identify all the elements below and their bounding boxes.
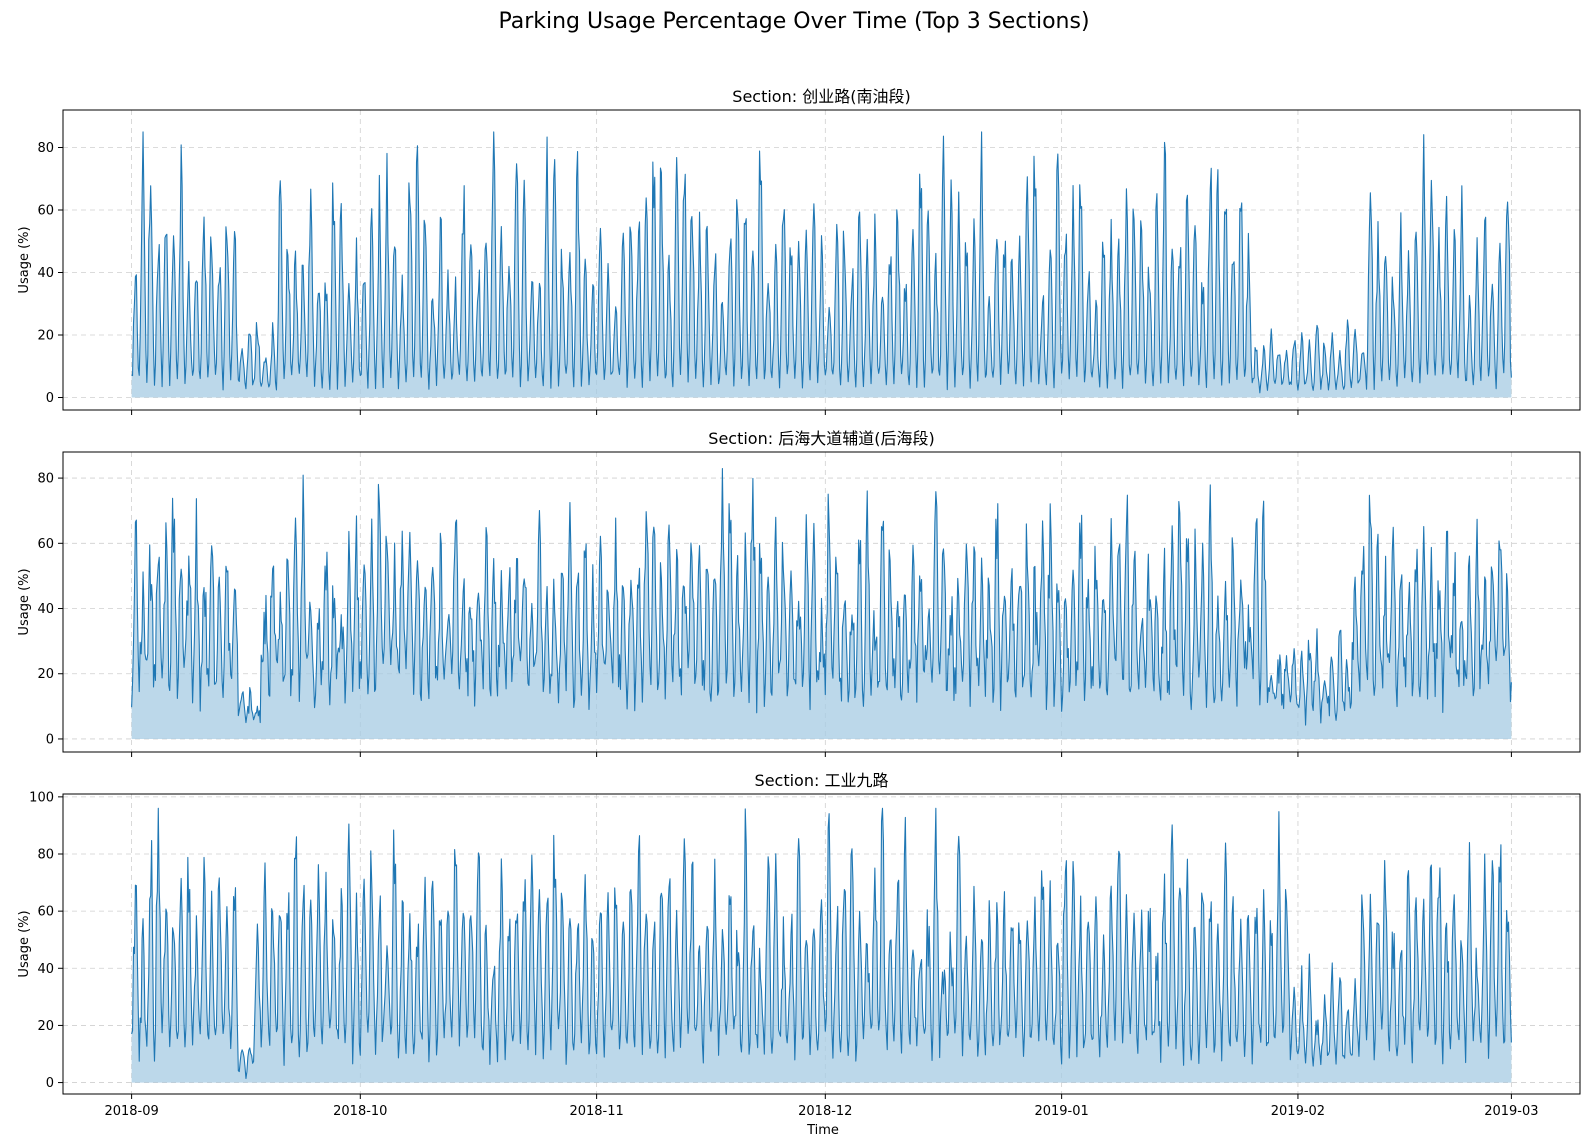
y-tick-label: 60	[37, 905, 54, 920]
y-axis-label: Usage (%)	[17, 226, 32, 293]
y-tick-label: 80	[37, 472, 54, 487]
y-tick-label: 80	[37, 141, 54, 156]
y-tick-label: 40	[37, 962, 54, 977]
figure-title: Parking Usage Percentage Over Time (Top …	[498, 9, 1089, 34]
axes-frame	[62, 451, 1581, 753]
y-tick-label: 20	[37, 1019, 54, 1034]
series-line	[131, 131, 1512, 394]
panel-title: Section: 后海大道辅道(后海段)	[708, 429, 934, 448]
x-axis-label: Time	[806, 1123, 839, 1138]
series-line	[131, 807, 1512, 1080]
series-area-fill	[131, 808, 1512, 1083]
y-axis-label: Usage (%)	[17, 910, 32, 977]
y-tick-label: 40	[37, 602, 54, 617]
y-tick-label: 60	[37, 204, 54, 219]
y-tick-label: 0	[46, 732, 54, 747]
y-tick-label: 40	[37, 266, 54, 281]
panel-1: Section: 创业路(南油段) 0 20 40 60 80 Usage (%)	[17, 87, 1581, 415]
y-tick-label: 80	[37, 848, 54, 863]
x-tick-label: 2019-03	[1484, 1104, 1538, 1119]
y-axis-label: Usage (%)	[17, 568, 32, 635]
series-line	[131, 468, 1512, 726]
x-tick-label: 2018-09	[104, 1104, 158, 1119]
y-tick-label: 60	[37, 537, 54, 552]
y-tick-label: 0	[46, 391, 54, 406]
y-tick-label: 20	[37, 329, 54, 344]
axes-frame	[62, 793, 1581, 1095]
x-tick-label: 2019-02	[1271, 1104, 1325, 1119]
x-tick-label: 2018-10	[333, 1104, 387, 1119]
y-tick-label: 20	[37, 667, 54, 682]
x-tick-label: 2018-11	[569, 1104, 623, 1119]
axes-frame	[62, 109, 1581, 411]
x-tick-label: 2018-12	[798, 1104, 852, 1119]
y-tick-label: 100	[29, 790, 54, 805]
y-tick-label: 0	[46, 1076, 54, 1091]
panel-3: Section: 工业九路 0 20 40 60 80 100 2018-09 2018-10 2…	[17, 771, 1581, 1119]
panel-title: Section: 工业九路	[755, 771, 889, 790]
panel-title: Section: 创业路(南油段)	[732, 87, 910, 106]
panel-2: Section: 后海大道辅道(后海段) 0 20 40 60 80 Usage (%)	[17, 429, 1581, 757]
x-tick-label: 2019-01	[1034, 1104, 1088, 1119]
